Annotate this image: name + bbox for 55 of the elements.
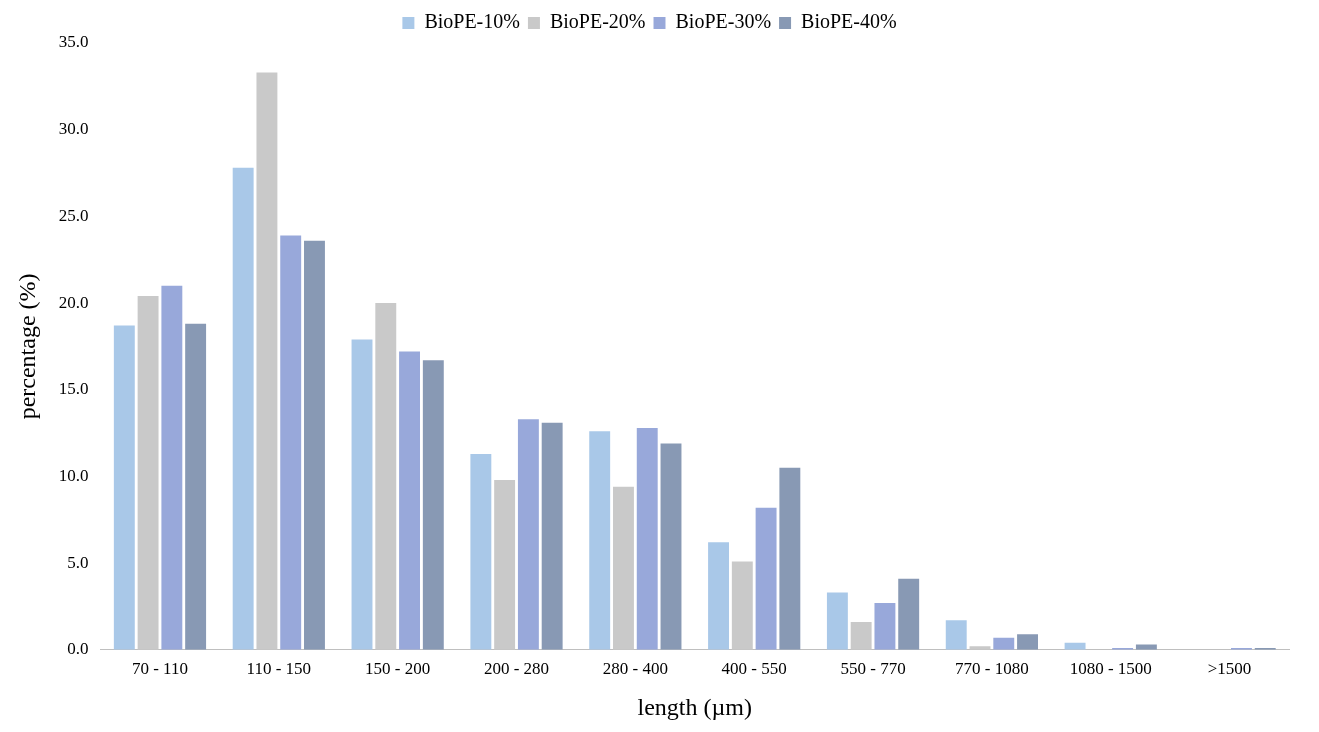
bar	[898, 578, 920, 650]
legend-label: BioPE-10%	[424, 10, 520, 33]
x-tick-label: 150 - 200	[365, 659, 431, 679]
bar	[375, 303, 397, 650]
y-tick-label: 35.0	[58, 32, 89, 52]
bar	[161, 285, 183, 650]
x-axis-title: length (µm)	[637, 693, 753, 720]
bar	[779, 467, 801, 650]
bar	[589, 431, 611, 650]
x-tick-label: 550 - 770	[840, 659, 906, 679]
x-tick-label: 770 - 1080	[955, 659, 1029, 679]
bar	[517, 419, 539, 650]
x-tick-label: 200 - 280	[483, 659, 550, 679]
y-tick-label: 15.0	[58, 379, 89, 399]
y-tick-label: 0.0	[67, 639, 89, 659]
bar	[731, 561, 753, 650]
bar	[755, 507, 777, 650]
bar	[945, 620, 967, 650]
bar	[185, 323, 207, 650]
bar	[636, 427, 658, 650]
bar	[256, 72, 278, 650]
bar	[113, 325, 135, 650]
legend-label: BioPE-40%	[801, 10, 897, 33]
bar	[874, 602, 896, 650]
x-tick-label: 1080 - 1500	[1069, 659, 1152, 679]
y-tick-label: 30.0	[58, 119, 89, 139]
bar	[280, 235, 302, 650]
bar	[660, 443, 682, 650]
bar	[1017, 634, 1038, 650]
bar	[708, 542, 729, 650]
x-tick-label: 70 - 110	[131, 659, 188, 679]
y-tick-label: 5.0	[67, 552, 89, 572]
bar	[137, 296, 159, 650]
bar	[304, 240, 325, 650]
bar	[541, 422, 563, 650]
y-tick-label: 20.0	[58, 292, 89, 312]
bar	[399, 351, 421, 650]
x-tick-label: >1500	[1207, 659, 1252, 679]
y-tick-label: 25.0	[58, 205, 89, 225]
x-tick-label: 400 - 550	[721, 659, 787, 679]
legend-label: BioPE-30%	[675, 10, 772, 33]
bar	[993, 637, 1015, 650]
bar	[351, 339, 373, 650]
bar	[613, 486, 634, 650]
bar	[422, 360, 444, 650]
bar	[850, 622, 872, 650]
y-tick-label: 10.0	[58, 465, 89, 485]
bar	[494, 479, 516, 650]
bar	[470, 453, 492, 650]
x-tick-label: 280 - 400	[602, 659, 668, 679]
x-tick-label: 110 - 150	[246, 659, 312, 679]
bar	[826, 592, 848, 650]
legend-label: BioPE-20%	[549, 10, 646, 33]
y-axis-title: percentage (%)	[13, 273, 40, 420]
bar	[232, 167, 254, 650]
